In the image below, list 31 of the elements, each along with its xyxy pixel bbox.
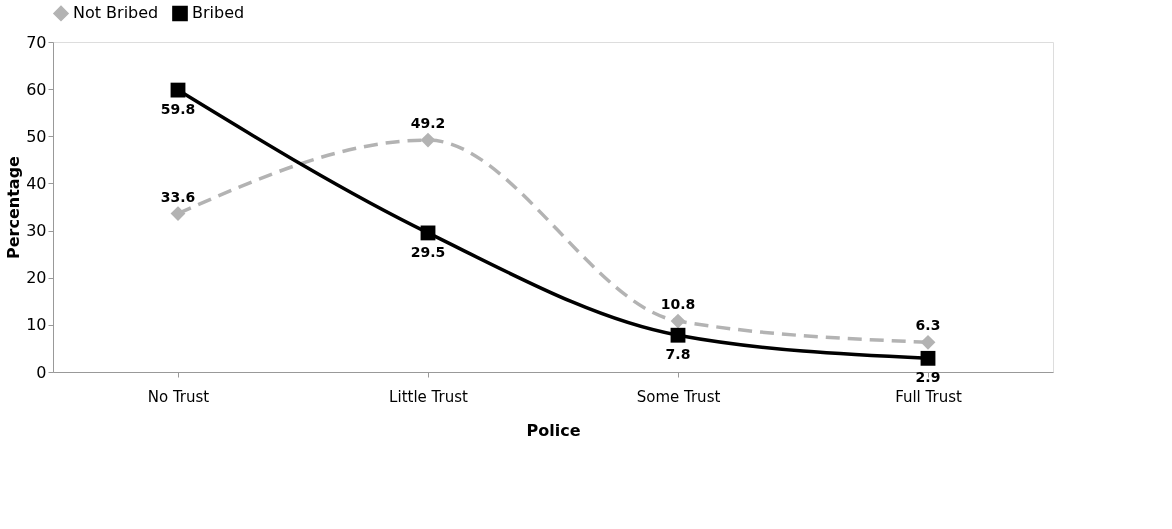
x-tick-label: Full Trust [895,387,962,406]
data-label: 49.2 [410,115,446,132]
data-label: 29.5 [410,243,446,260]
data-label: 59.8 [160,101,196,118]
point [170,206,186,222]
data-label: 2.9 [915,369,941,386]
x-axis-title: Police [526,420,581,440]
point [670,313,686,329]
y-tick-label: 20 [26,268,47,288]
y-tick-label: 40 [26,173,47,193]
y-tick-label: 10 [26,315,47,335]
y-tick-label: 60 [26,79,47,99]
y-tick-label: 0 [36,362,47,382]
point [170,82,186,98]
point [920,334,936,350]
y-tick-label: 50 [26,126,47,146]
data-label: 33.6 [160,188,196,205]
legend-label: Bribed [192,3,245,23]
data-label: 7.8 [665,346,691,363]
x-tick-label: No Trust [147,387,210,406]
x-tick-label: Some Trust [636,387,721,406]
data-label: 10.8 [660,296,696,313]
data-label: 6.3 [915,317,941,334]
point [420,132,436,148]
x-tick-label: Little Trust [389,387,469,406]
y-tick-label: 70 [26,32,47,52]
point [920,350,936,366]
legend-label: Not Bribed [73,3,159,23]
y-tick-label: 30 [26,221,47,241]
y-axis-title: Percentage [4,155,24,259]
point [670,327,686,343]
